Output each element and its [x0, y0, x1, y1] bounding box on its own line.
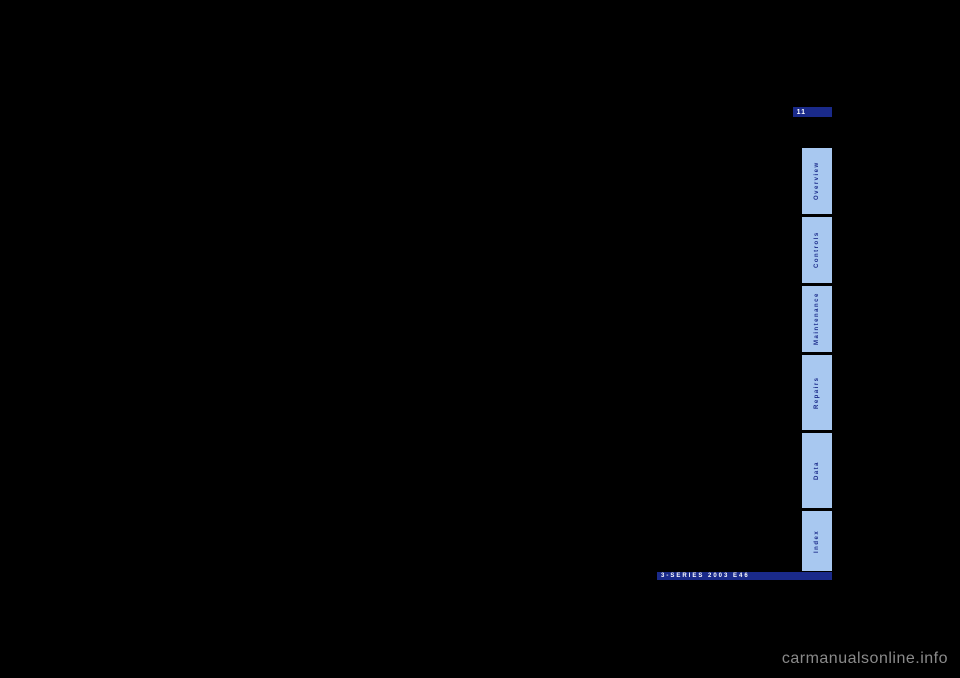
page-number-accent	[810, 107, 832, 117]
side-tabs: Overview Controls Maintenance Repairs Da…	[802, 148, 832, 571]
tab-data[interactable]: Data	[802, 433, 832, 508]
watermark: carmanualsonline.info	[782, 650, 948, 668]
tab-maintenance[interactable]: Maintenance	[802, 286, 832, 352]
tab-controls[interactable]: Controls	[802, 217, 832, 283]
series-bar: 3-SERIES 2003 E46	[657, 572, 832, 580]
page-number: 11	[793, 107, 810, 117]
tab-overview[interactable]: Overview	[802, 148, 832, 214]
page-number-box: 11	[793, 107, 832, 117]
tab-index[interactable]: Index	[802, 511, 832, 571]
page-number-bar: 11	[793, 107, 832, 117]
tab-repairs[interactable]: Repairs	[802, 355, 832, 430]
